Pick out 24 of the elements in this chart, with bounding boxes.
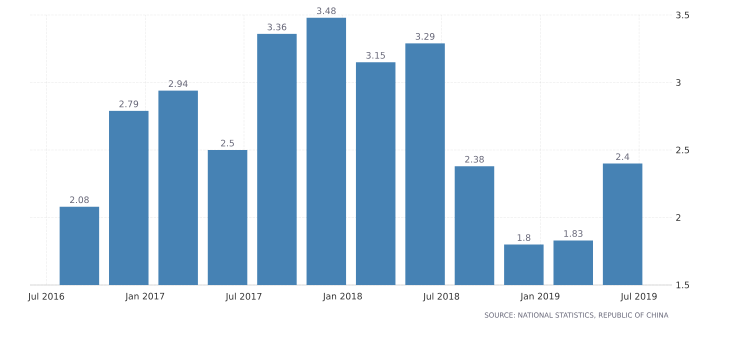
data-label: 2.08 [70, 196, 89, 204]
data-label: 2.4 [616, 153, 630, 160]
y-tick-label: 2.5 [676, 146, 690, 154]
x-tick-label: Jan 2017 [125, 292, 164, 302]
x-tick-label: Jul 2016 [28, 292, 64, 302]
y-tick-label: 1.5 [676, 282, 690, 288]
data-label: 2.79 [119, 100, 138, 108]
x-tick-label: Jan 2018 [322, 292, 362, 302]
data-label: 2.38 [465, 156, 484, 163]
x-tick-label: Jul 2018 [422, 292, 460, 302]
x-tick-label: Jan 2019 [520, 292, 560, 302]
data-label: 3.15 [366, 52, 385, 59]
data-label: 3.29 [416, 33, 434, 40]
data-label: 1.8 [518, 234, 530, 241]
data-label: 3.36 [268, 24, 286, 30]
y-tick-label: 2 [676, 214, 680, 221]
data-label: 1.83 [564, 230, 582, 237]
y-tick-label: 3 [676, 79, 681, 86]
data-label: 2.5 [221, 140, 234, 146]
data-label: 3.48 [317, 7, 336, 14]
y-tick-label: 3.5 [676, 12, 690, 18]
data-label: 2.94 [168, 80, 188, 88]
x-tick-label: Jul 2019 [620, 292, 657, 302]
x-tick-label: Jul 2017 [225, 292, 262, 302]
